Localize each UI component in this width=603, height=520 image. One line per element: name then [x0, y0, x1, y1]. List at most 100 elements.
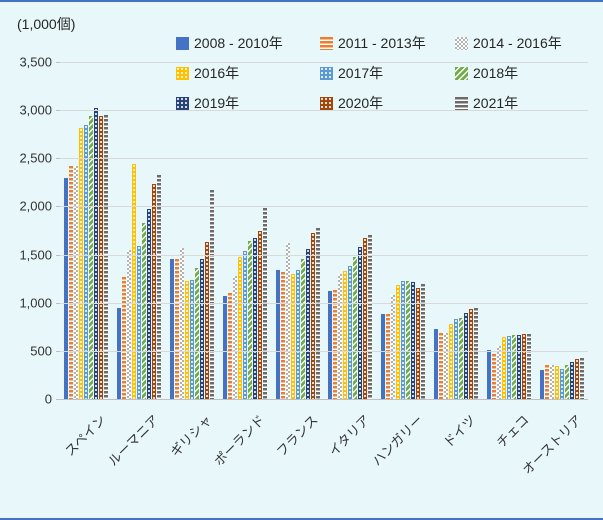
- bar: [411, 281, 416, 399]
- y-axis-tick-label: 2,000: [19, 198, 52, 214]
- bar: [275, 269, 280, 399]
- bottom-border-line: [0, 518, 603, 520]
- y-axis-tick: [56, 158, 60, 160]
- y-axis-tick-label: 1,500: [19, 247, 52, 263]
- bar: [416, 288, 421, 399]
- bar: [516, 334, 521, 399]
- bar: [69, 166, 74, 399]
- bar: [117, 307, 122, 399]
- y-axis-tick: [56, 110, 60, 112]
- legend-item: 2017年: [320, 63, 455, 83]
- bar: [506, 336, 511, 399]
- bar: [579, 357, 584, 399]
- legend-swatch-dot-icon: [320, 66, 333, 80]
- bar: [448, 323, 453, 399]
- y-axis-tick-label: 2,500: [19, 150, 52, 166]
- bar: [209, 190, 214, 399]
- bar: [300, 259, 305, 399]
- y-axis-tick-label: 1,000: [19, 295, 52, 311]
- x-axis-line: [60, 399, 588, 400]
- bar-group: [166, 62, 219, 399]
- legend-label: 2017年: [338, 65, 384, 81]
- legend-item: 2014 - 2016年: [455, 33, 603, 53]
- gridline: [60, 206, 588, 208]
- x-category-label: ルーマニア: [105, 412, 162, 469]
- legend-swatch-dot-icon: [176, 96, 189, 110]
- bar: [242, 250, 247, 399]
- bar-group: [113, 62, 166, 399]
- bar: [132, 164, 137, 399]
- bar: [368, 235, 373, 399]
- bar: [152, 184, 157, 399]
- bar: [295, 269, 300, 399]
- gridline: [60, 62, 588, 63]
- bar: [104, 114, 109, 399]
- bar: [521, 333, 526, 399]
- y-axis-tick-label: 3,500: [19, 54, 52, 70]
- bar: [539, 370, 544, 399]
- gridline: [60, 254, 588, 256]
- bar-group: [535, 62, 588, 399]
- bar: [84, 124, 89, 399]
- legend-label: 2011 - 2013年: [338, 35, 426, 51]
- bar: [338, 273, 343, 399]
- bar: [122, 276, 127, 399]
- bar-group: [324, 62, 377, 399]
- x-category-label: スペイン: [62, 412, 110, 459]
- legend-swatch-hstripe-icon: [320, 36, 333, 50]
- bar: [526, 333, 531, 399]
- bar: [421, 284, 426, 399]
- bar: [511, 335, 516, 399]
- legend-item: 2021年: [455, 93, 603, 113]
- bar: [453, 319, 458, 399]
- bar: [227, 293, 232, 399]
- top-border-line: [0, 0, 603, 2]
- bar: [232, 275, 237, 399]
- gridline: [60, 302, 588, 304]
- legend-label: 2019年: [194, 95, 240, 111]
- x-category-label: ハンガリー: [369, 412, 426, 469]
- chart-legend: 2008 - 2010年 2011 - 2013年 2014 - 2016年 2016…: [176, 33, 603, 113]
- y-axis-tick-label: 3,000: [19, 102, 52, 118]
- bar: [285, 243, 290, 399]
- x-category-label: ポーランド: [210, 412, 268, 469]
- legend-label: 2016年: [194, 65, 240, 81]
- x-category-label: ドイツ: [440, 412, 479, 451]
- bar: [544, 365, 549, 399]
- legend-swatch-checker-icon: [455, 36, 468, 50]
- bar: [189, 279, 194, 399]
- bar-group: [218, 62, 271, 399]
- legend-swatch-dstripe-icon: [455, 66, 468, 80]
- bar-group: [430, 62, 483, 399]
- bar: [391, 295, 396, 399]
- bar: [94, 108, 99, 399]
- bar: [142, 222, 147, 399]
- bar: [438, 332, 443, 399]
- x-category-label: ギリシャ: [167, 412, 215, 460]
- bar: [257, 230, 262, 399]
- y-axis-tick: [56, 350, 60, 352]
- bar: [137, 245, 142, 399]
- legend-swatch-dot-icon: [176, 66, 189, 80]
- bar: [247, 241, 252, 399]
- bar: [473, 307, 478, 399]
- bar: [574, 358, 579, 399]
- bar-group: [377, 62, 430, 399]
- bar: [147, 209, 152, 399]
- legend-item: 2018年: [455, 63, 603, 83]
- bar: [564, 365, 569, 399]
- bar: [433, 328, 438, 399]
- bar: [353, 256, 358, 399]
- bar: [184, 280, 189, 399]
- y-axis-tick: [56, 62, 60, 63]
- gridline: [60, 158, 588, 160]
- y-axis-tick: [56, 399, 60, 400]
- x-category-label: フランス: [273, 412, 321, 460]
- bar-group: [60, 62, 113, 399]
- bar: [280, 271, 285, 399]
- legend-item: 2019年: [176, 93, 320, 113]
- bar: [157, 174, 162, 399]
- bar: [386, 314, 391, 399]
- bar: [194, 268, 199, 399]
